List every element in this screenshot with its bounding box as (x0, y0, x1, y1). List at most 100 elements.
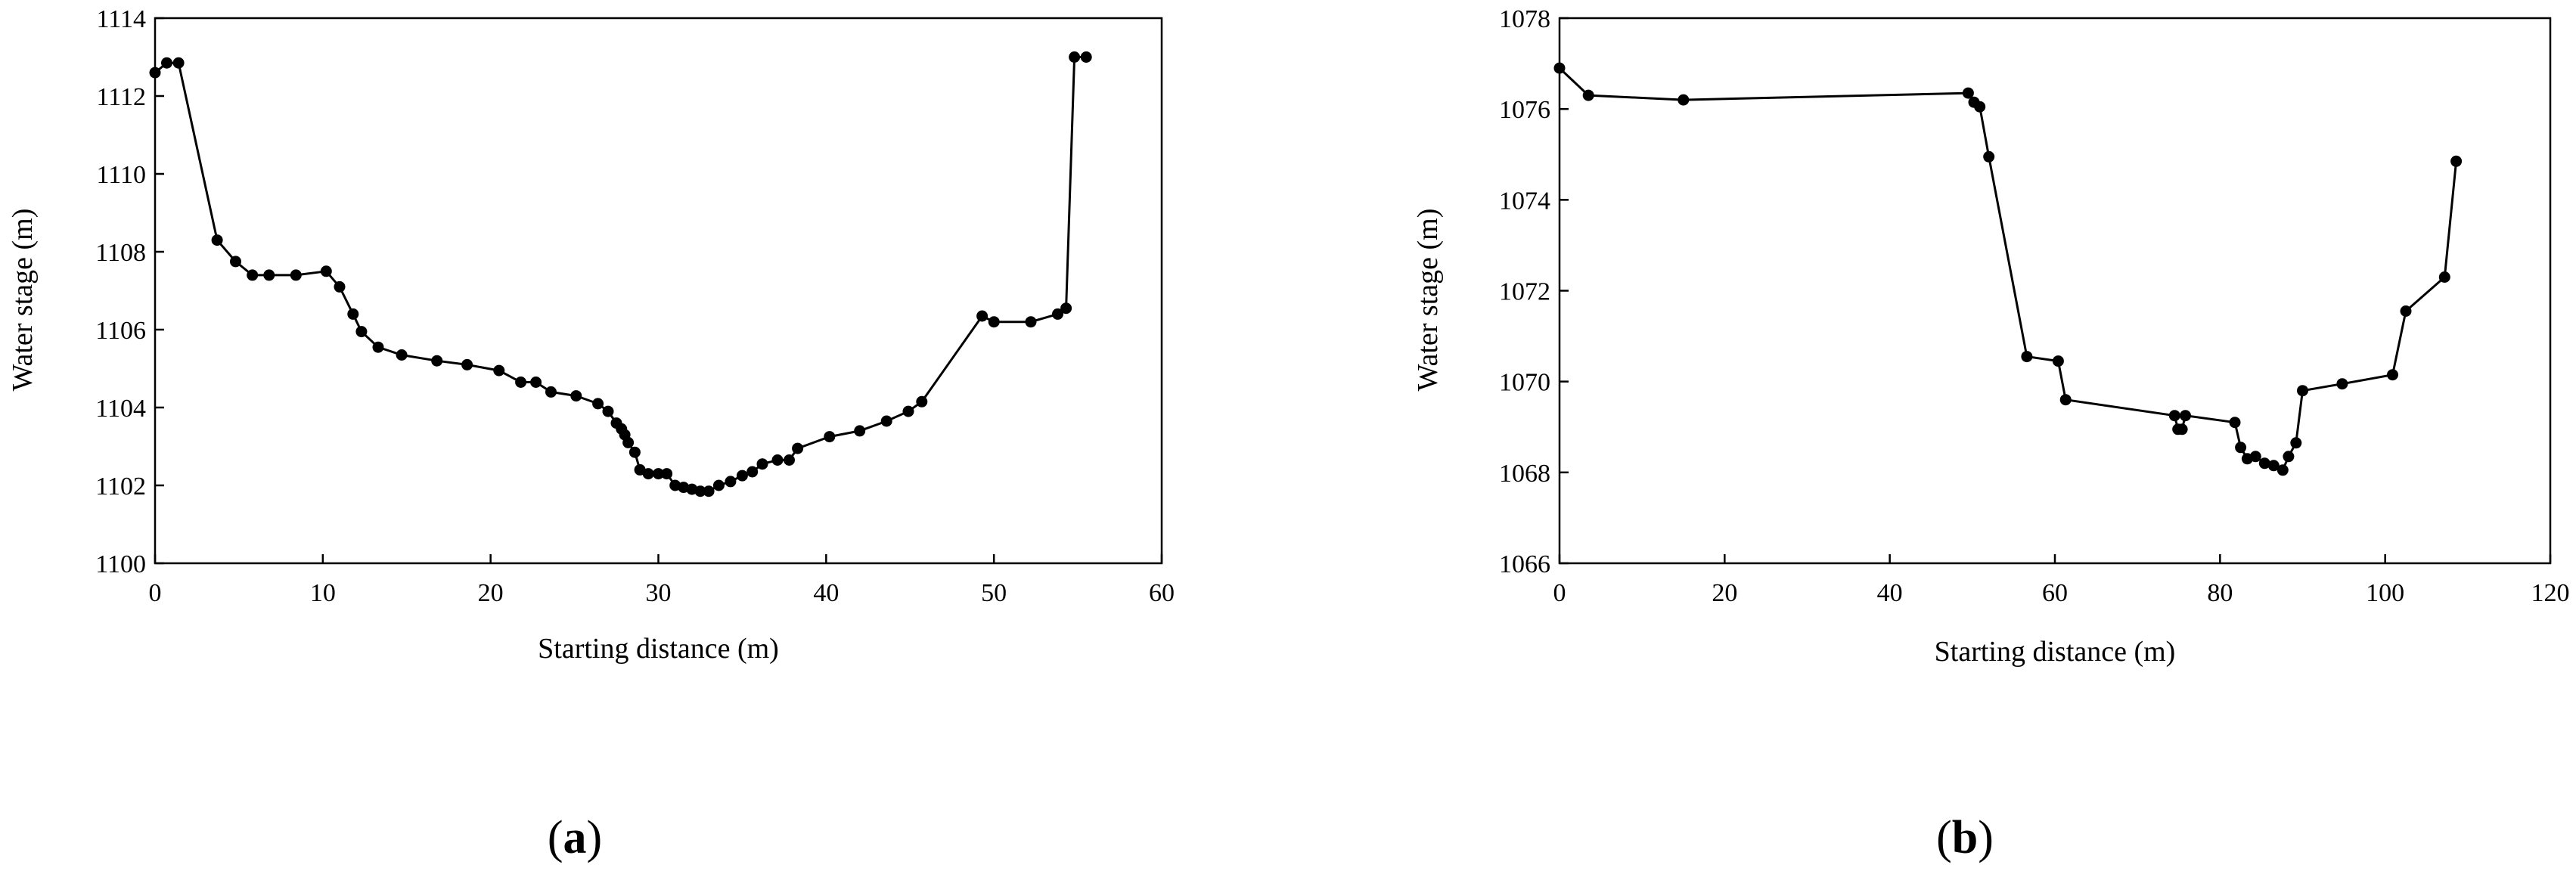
data-point (172, 57, 185, 69)
data-point (694, 485, 706, 497)
data-point (2176, 423, 2188, 435)
x-tick-label: 10 (310, 579, 336, 607)
caption-letter: b (1952, 812, 1978, 863)
y-tick-marks (1560, 17, 1569, 565)
data-point (211, 234, 223, 246)
data-point (2021, 351, 2033, 363)
caption-letter: a (563, 812, 587, 863)
data-point (703, 485, 715, 497)
data-point (2297, 385, 2308, 397)
data-point (2249, 451, 2261, 463)
data-point (461, 358, 473, 370)
data-point (661, 468, 673, 480)
data-point (746, 466, 759, 478)
x-tick-label: 60 (2042, 579, 2068, 607)
x-tick-label: 20 (1712, 579, 1737, 607)
data-point (493, 364, 505, 377)
x-axis-title: Starting distance (m) (538, 633, 779, 665)
data-point (515, 377, 527, 388)
data-point (2180, 410, 2191, 422)
series-markers (149, 51, 1092, 497)
y-tick-label: 1114 (97, 5, 146, 33)
caption-close-paren: ) (1978, 812, 1994, 863)
chart-panel-b: 1066 1068 1070 1072 1074 1076 1078 0 20 40 60 80 10… (1412, 5, 2570, 863)
y-tick-label: 1076 (1499, 96, 1550, 124)
y-tick-label: 1066 (1499, 550, 1550, 578)
data-point (263, 269, 275, 281)
data-point (642, 468, 654, 480)
data-point (355, 326, 368, 338)
data-point (2400, 305, 2412, 317)
data-point (824, 431, 836, 443)
data-point (545, 386, 557, 398)
x-tick-label: 120 (2531, 579, 2570, 607)
y-tick-label: 1070 (1499, 369, 1550, 397)
data-point (592, 398, 604, 410)
data-point (1080, 51, 1092, 63)
data-point (2229, 417, 2241, 429)
data-point (2438, 271, 2450, 283)
data-point (1553, 62, 1566, 74)
data-point (736, 470, 748, 482)
data-point (653, 468, 664, 480)
data-point (1582, 89, 1594, 101)
data-point (149, 67, 161, 79)
y-tick-marks (155, 17, 164, 565)
data-point (976, 310, 989, 322)
x-tick-label: 60 (1149, 579, 1175, 607)
data-point (784, 454, 795, 466)
x-tick-label: 50 (981, 579, 1007, 607)
data-point (1962, 87, 1974, 99)
caption-open-paren: ( (548, 812, 563, 863)
y-tick-label: 1072 (1499, 278, 1550, 306)
data-point (1025, 316, 1037, 328)
data-point (756, 458, 768, 470)
data-point (1069, 51, 1081, 63)
panel-caption: (b) (1936, 812, 1994, 863)
data-point (2290, 437, 2302, 449)
data-point (628, 446, 641, 458)
data-point (1974, 101, 1986, 113)
x-tick-label: 0 (149, 579, 162, 607)
data-point (2450, 155, 2463, 167)
data-point (347, 308, 359, 320)
data-point (880, 415, 892, 427)
data-point (725, 476, 737, 488)
y-tick-label: 1078 (1499, 5, 1550, 33)
y-tick-label: 1108 (95, 239, 146, 267)
data-point (1678, 94, 1690, 106)
data-point (161, 57, 172, 69)
data-point (2258, 457, 2270, 470)
y-tick-labels: 1100 1102 1104 1106 1108 1110 1112 1114 (95, 5, 146, 578)
data-point (320, 265, 332, 277)
data-point (230, 256, 241, 268)
y-tick-label: 1100 (95, 550, 146, 578)
data-point (1060, 302, 1072, 315)
y-axis-title: Water stage (m) (7, 209, 39, 392)
x-tick-label: 100 (2366, 579, 2404, 607)
data-point (2336, 378, 2348, 390)
x-tick-label: 20 (478, 579, 504, 607)
y-tick-label: 1104 (95, 395, 146, 423)
y-tick-label: 1068 (1499, 460, 1550, 488)
data-point (2052, 355, 2064, 367)
data-point (2267, 460, 2280, 472)
y-tick-label: 1102 (95, 473, 146, 501)
x-tick-label: 40 (813, 579, 839, 607)
x-tick-label: 80 (2207, 579, 2233, 607)
data-point (290, 269, 302, 281)
data-point (1052, 308, 1063, 320)
data-point (247, 269, 259, 281)
y-axis-title: Water stage (m) (1412, 209, 1444, 392)
data-point (2277, 464, 2289, 476)
x-tick-labels: 0 10 20 30 40 50 60 (149, 579, 1175, 607)
chart-panel-a: 1100 1102 1104 1106 1108 1110 1112 1114 0 10 20 30… (7, 5, 1175, 863)
data-point (334, 280, 346, 293)
x-tick-marks (154, 554, 1163, 563)
series-line (1558, 67, 2458, 472)
data-point (988, 316, 1000, 328)
data-point (530, 377, 542, 388)
data-point (602, 405, 614, 417)
data-point (2168, 410, 2180, 422)
y-tick-label: 1112 (97, 83, 146, 111)
